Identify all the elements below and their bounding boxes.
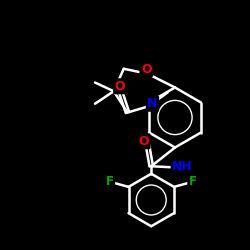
Text: F: F <box>189 176 197 188</box>
Text: O: O <box>141 63 152 76</box>
Text: O: O <box>138 135 149 148</box>
Text: F: F <box>106 176 114 188</box>
Text: O: O <box>115 80 125 93</box>
Text: NH: NH <box>172 160 193 173</box>
Text: N: N <box>147 97 158 110</box>
